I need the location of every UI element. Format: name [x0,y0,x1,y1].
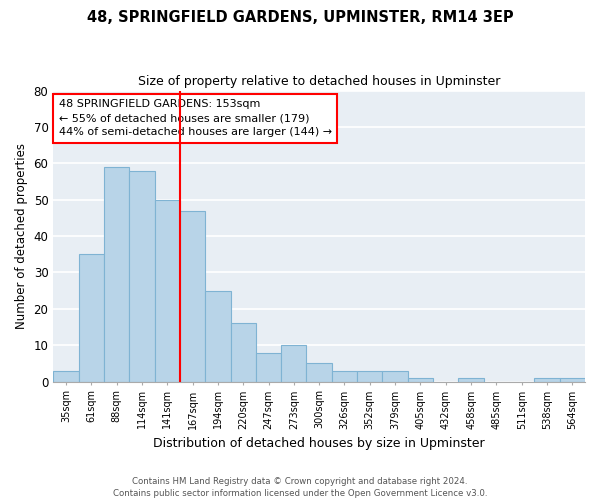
Bar [357,370,382,382]
Bar [205,290,230,382]
Text: 48, SPRINGFIELD GARDENS, UPMINSTER, RM14 3EP: 48, SPRINGFIELD GARDENS, UPMINSTER, RM14… [86,10,514,25]
Bar [53,370,79,382]
Bar [79,254,104,382]
Bar [104,167,129,382]
Bar [281,346,307,382]
Text: 48 SPRINGFIELD GARDENS: 153sqm
← 55% of detached houses are smaller (179)
44% of: 48 SPRINGFIELD GARDENS: 153sqm ← 55% of … [59,100,332,138]
Text: Contains HM Land Registry data © Crown copyright and database right 2024.
Contai: Contains HM Land Registry data © Crown c… [113,476,487,498]
Bar [408,378,433,382]
Bar [230,324,256,382]
Bar [129,170,155,382]
Bar [180,210,205,382]
Bar [560,378,585,382]
Bar [382,370,408,382]
Title: Size of property relative to detached houses in Upminster: Size of property relative to detached ho… [138,75,500,88]
X-axis label: Distribution of detached houses by size in Upminster: Distribution of detached houses by size … [154,437,485,450]
Bar [307,364,332,382]
Bar [256,352,281,382]
Bar [535,378,560,382]
Y-axis label: Number of detached properties: Number of detached properties [15,143,28,329]
Bar [155,200,180,382]
Bar [458,378,484,382]
Bar [332,370,357,382]
